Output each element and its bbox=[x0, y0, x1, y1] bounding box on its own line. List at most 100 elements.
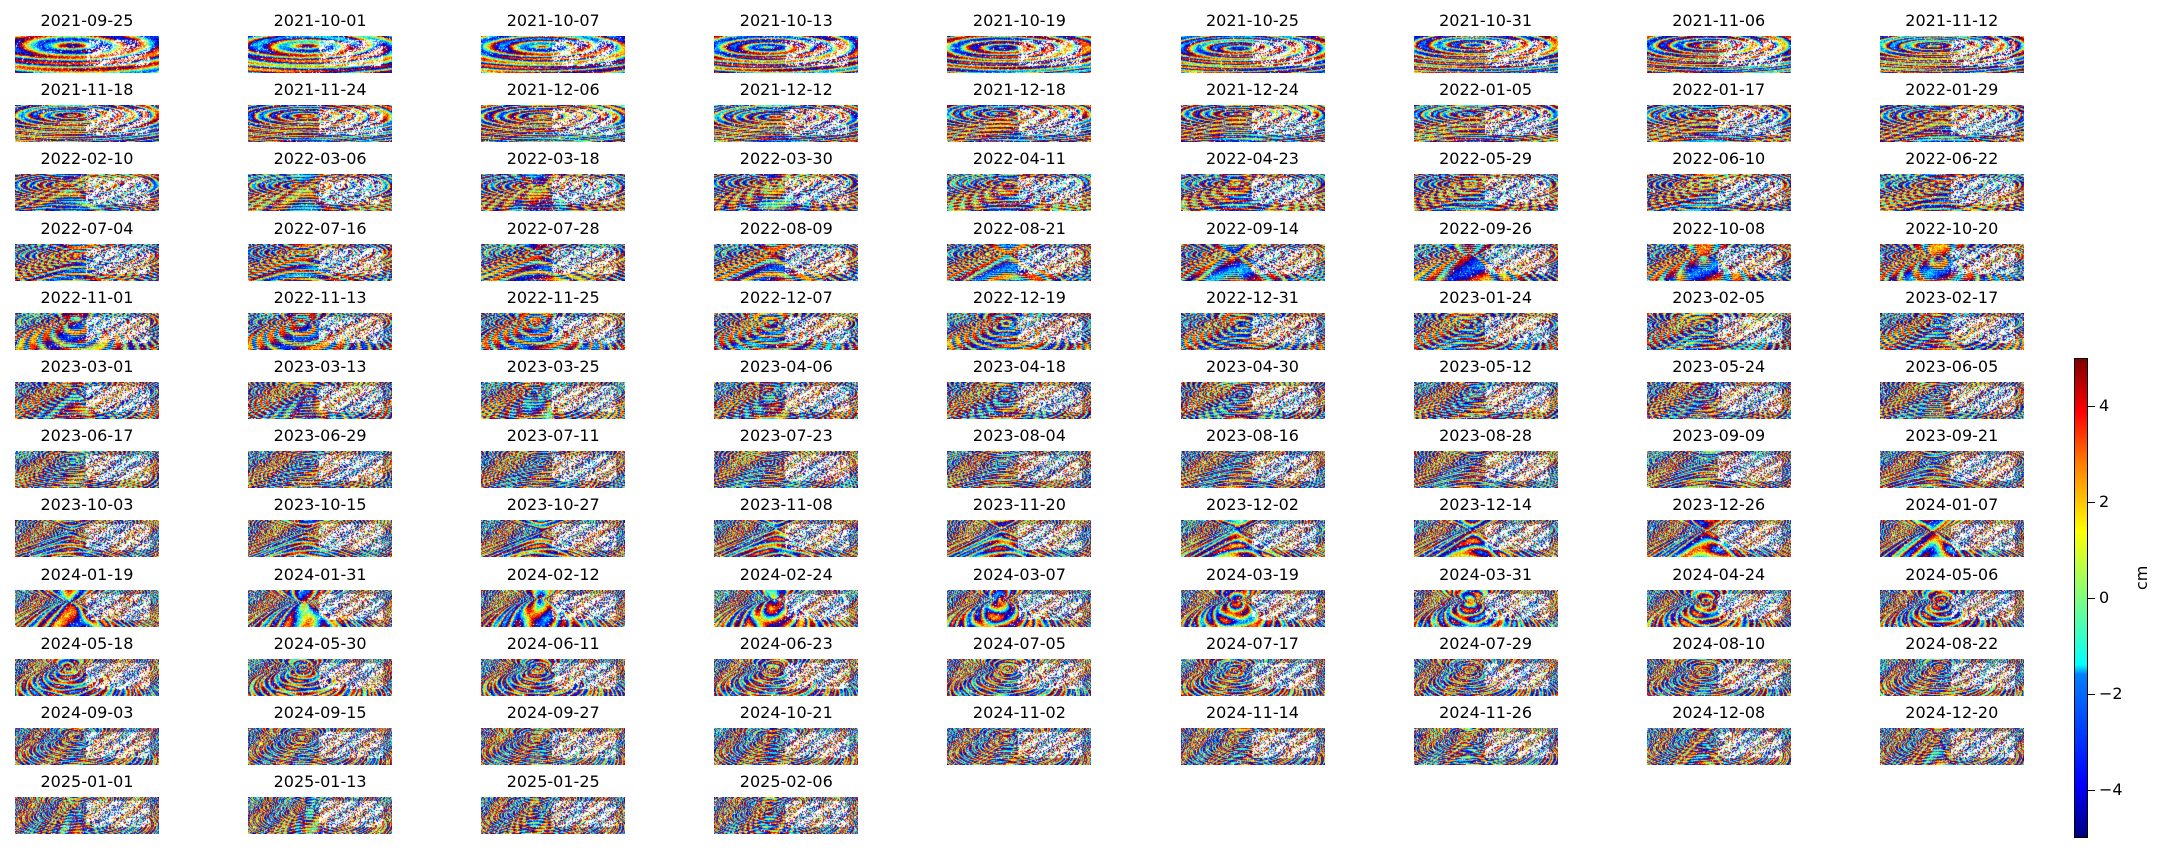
interferogram-image bbox=[1879, 36, 2024, 73]
panel-date-title: 2022-11-13 bbox=[273, 287, 367, 307]
panel-date-title: 2024-11-26 bbox=[1439, 703, 1533, 722]
panel-date-title: 2022-08-21 bbox=[972, 218, 1066, 238]
panel-date-title: 2024-06-11 bbox=[506, 633, 600, 653]
panel-date-title: 2021-11-18 bbox=[40, 80, 134, 100]
panel-date-title: 2023-01-24 bbox=[1439, 287, 1533, 307]
panel-date-title: 2023-12-14 bbox=[1439, 495, 1533, 515]
interferogram-image bbox=[947, 174, 1092, 212]
panel-date-title: 2022-11-25 bbox=[506, 287, 600, 307]
panel-date-title: 2021-09-25 bbox=[40, 11, 134, 30]
panel-date-title: 2021-11-24 bbox=[273, 80, 367, 100]
panel-date-title: 2023-07-11 bbox=[506, 426, 600, 446]
panel-date-title: 2024-07-29 bbox=[1439, 633, 1533, 653]
panel-date-title: 2021-12-18 bbox=[972, 80, 1066, 100]
interferogram-image bbox=[947, 36, 1092, 73]
panel-date-title: 2024-12-20 bbox=[1905, 703, 1999, 722]
colorbar-tick bbox=[2088, 598, 2095, 599]
interferogram-image bbox=[1879, 382, 2024, 419]
interferogram-image bbox=[1180, 36, 1325, 73]
interferogram-image bbox=[248, 243, 393, 281]
interferogram-image bbox=[1180, 451, 1325, 489]
panel-date-title: 2023-05-12 bbox=[1439, 357, 1533, 376]
interferogram-image bbox=[1879, 105, 2024, 143]
interferogram-image bbox=[714, 382, 859, 419]
interferogram-image bbox=[481, 382, 626, 419]
interferogram-image bbox=[1646, 451, 1791, 489]
panel-date-title: 2021-10-01 bbox=[273, 11, 367, 30]
panel-date-title: 2024-03-07 bbox=[972, 564, 1066, 584]
panel-date-title: 2024-08-10 bbox=[1672, 633, 1766, 653]
colorbar-tick-label: 2 bbox=[2099, 492, 2110, 511]
interferogram-image bbox=[1413, 174, 1558, 212]
panel-date-title: 2024-03-19 bbox=[1206, 564, 1299, 584]
interferogram-image bbox=[947, 312, 1092, 350]
panel-date-title: 2024-03-31 bbox=[1439, 564, 1533, 584]
panel-date-title: 2024-11-14 bbox=[1206, 703, 1299, 722]
interferogram-image bbox=[15, 728, 159, 765]
interferogram-image bbox=[1413, 105, 1558, 143]
interferogram-image bbox=[248, 658, 393, 696]
interferogram-image bbox=[1646, 243, 1791, 281]
panel-date-title: 2024-08-22 bbox=[1905, 633, 1999, 653]
panel-date-title: 2022-07-04 bbox=[40, 218, 134, 238]
interferogram-image bbox=[947, 658, 1092, 696]
interferogram-image bbox=[15, 589, 159, 627]
panel-date-title: 2021-12-12 bbox=[739, 80, 833, 100]
panel-date-title: 2022-10-08 bbox=[1672, 218, 1766, 238]
interferogram-image bbox=[15, 797, 159, 835]
panel-date-title: 2024-09-15 bbox=[273, 703, 367, 722]
interferogram-image bbox=[1180, 589, 1325, 627]
panel-date-title: 2023-12-02 bbox=[1206, 495, 1299, 515]
interferogram-image bbox=[1646, 174, 1791, 212]
interferogram-image bbox=[1180, 105, 1325, 143]
interferogram-image bbox=[1180, 312, 1325, 350]
panel-date-title: 2021-10-19 bbox=[972, 11, 1066, 30]
panel-date-title: 2023-02-05 bbox=[1672, 287, 1766, 307]
panel-date-title: 2023-09-21 bbox=[1905, 426, 1999, 446]
interferogram-image bbox=[714, 312, 859, 350]
interferogram-image bbox=[481, 589, 626, 627]
interferogram-image bbox=[1646, 105, 1791, 143]
interferogram-image bbox=[481, 797, 626, 835]
panel-date-title: 2022-12-31 bbox=[1206, 287, 1299, 307]
panel-date-title: 2023-04-30 bbox=[1206, 357, 1299, 376]
panel-date-title: 2023-08-04 bbox=[972, 426, 1066, 446]
interferogram-image bbox=[714, 174, 859, 212]
interferogram-image bbox=[714, 105, 859, 143]
interferogram-image bbox=[714, 797, 859, 835]
panel-date-title: 2023-03-25 bbox=[506, 357, 600, 376]
interferogram-image bbox=[15, 382, 159, 419]
panel-date-title: 2025-01-01 bbox=[40, 772, 134, 792]
interferogram-image bbox=[1413, 520, 1558, 558]
interferogram-image bbox=[1180, 728, 1325, 765]
panel-date-title: 2022-06-22 bbox=[1905, 149, 1999, 169]
panel-date-title: 2022-05-29 bbox=[1439, 149, 1533, 169]
panel-date-title: 2024-12-08 bbox=[1672, 703, 1766, 722]
interferogram-image bbox=[15, 658, 159, 696]
interferogram-image bbox=[248, 520, 393, 558]
interferogram-image bbox=[947, 382, 1092, 419]
interferogram-image bbox=[481, 243, 626, 281]
interferogram-image bbox=[1180, 174, 1325, 212]
interferogram-image bbox=[15, 312, 159, 350]
panel-date-title: 2025-01-13 bbox=[273, 772, 367, 792]
interferogram-image bbox=[1180, 243, 1325, 281]
panel-date-title: 2022-02-10 bbox=[40, 149, 134, 169]
panel-date-title: 2023-03-13 bbox=[273, 357, 367, 376]
panel-date-title: 2021-10-31 bbox=[1439, 11, 1533, 30]
panel-date-title: 2023-04-06 bbox=[739, 357, 833, 376]
interferogram-image bbox=[15, 243, 159, 281]
panel-date-title: 2024-05-06 bbox=[1905, 564, 1999, 584]
interferogram-image bbox=[248, 36, 393, 73]
interferogram-image bbox=[947, 451, 1092, 489]
interferogram-image bbox=[248, 589, 393, 627]
panel-date-title: 2025-02-06 bbox=[739, 772, 833, 792]
panel-date-title: 2023-02-17 bbox=[1905, 287, 1999, 307]
interferogram-image bbox=[248, 105, 393, 143]
panel-date-title: 2024-10-21 bbox=[739, 703, 833, 722]
interferogram-image bbox=[481, 520, 626, 558]
interferogram-image bbox=[1879, 520, 2024, 558]
interferogram-image bbox=[15, 174, 159, 212]
interferogram-image bbox=[248, 728, 393, 765]
